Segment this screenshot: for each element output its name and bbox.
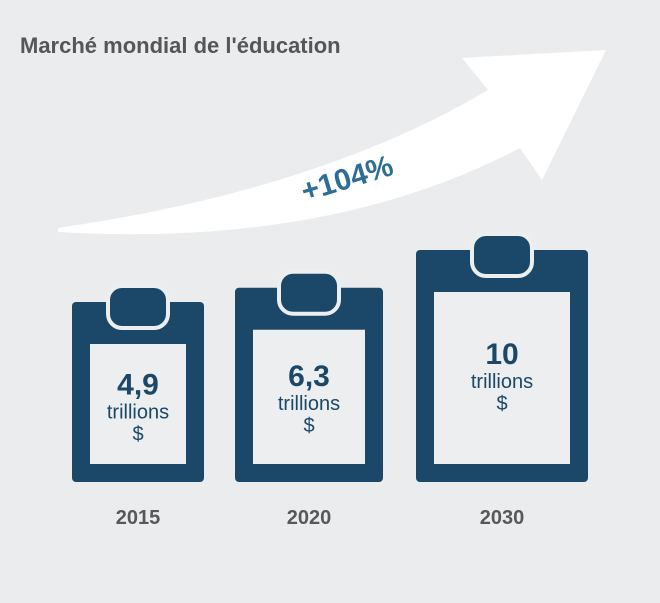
clipboard-paper	[434, 292, 570, 464]
unit-label: trillions	[471, 371, 533, 393]
value-label: 10	[485, 338, 518, 371]
clipboard-paper	[253, 329, 365, 464]
year-label: 2030	[480, 507, 525, 529]
year-label: 2020	[287, 507, 332, 529]
clipboard-clip	[470, 232, 534, 278]
currency-label: $	[132, 423, 143, 445]
unit-label: trillions	[107, 401, 169, 423]
value-label: 6,3	[288, 360, 330, 393]
chart-title: Marché mondial de l'éducation	[20, 33, 341, 58]
growth-arrow	[58, 50, 606, 235]
clipboard-clip	[106, 284, 170, 330]
clipboard-clip	[277, 269, 341, 316]
clipboard-paper	[90, 344, 186, 464]
value-label: 4,9	[117, 368, 159, 401]
year-label: 2015	[116, 507, 161, 529]
unit-label: trillions	[278, 393, 340, 415]
currency-label: $	[496, 393, 507, 415]
currency-label: $	[303, 415, 314, 437]
